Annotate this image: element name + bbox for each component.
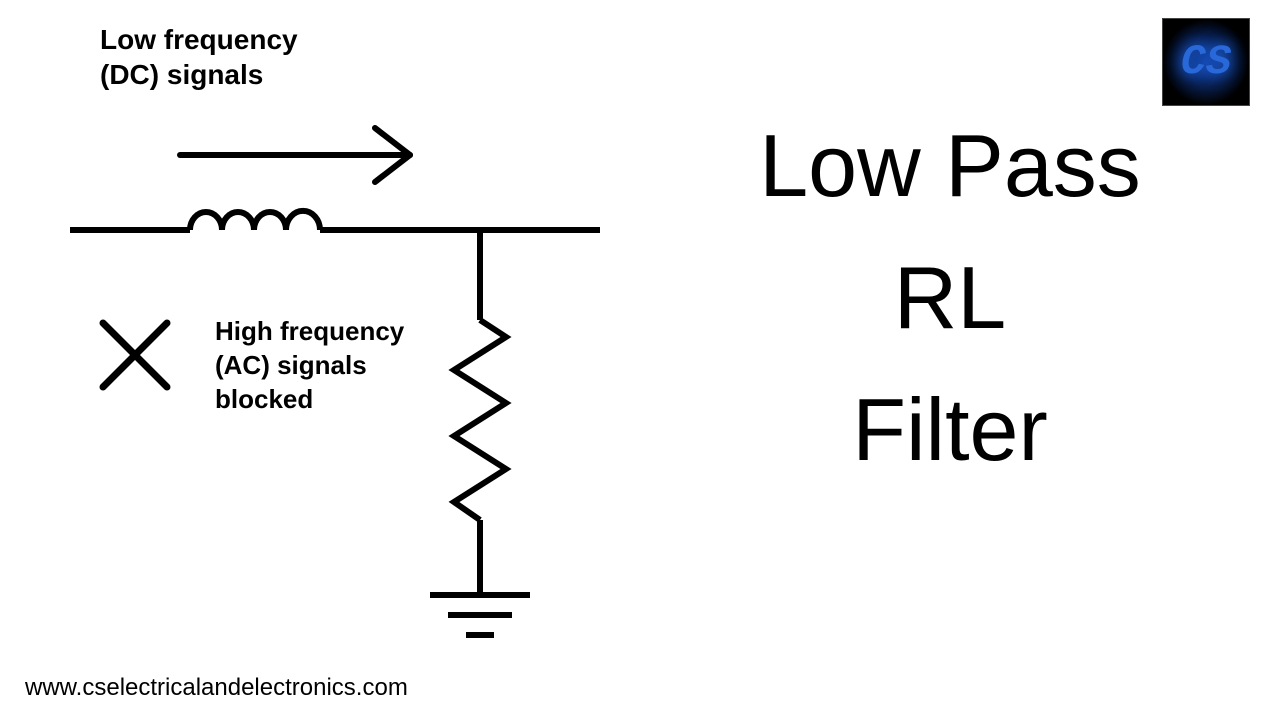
flow-arrow xyxy=(180,128,410,182)
high-freq-text-2: (AC) signals xyxy=(215,349,404,383)
blocked-cross-icon xyxy=(103,323,167,387)
high-frequency-label: High frequency (AC) signals blocked xyxy=(215,315,404,416)
high-freq-text-1: High frequency xyxy=(215,315,404,349)
low-freq-text-1: Low frequency xyxy=(100,22,298,57)
inductor-symbol xyxy=(190,211,320,230)
brand-logo-text: CS xyxy=(1163,19,1249,105)
brand-logo: CS xyxy=(1162,18,1250,106)
ground-symbol xyxy=(430,595,530,635)
resistor-symbol xyxy=(454,320,506,520)
low-freq-text-2: (DC) signals xyxy=(100,57,298,92)
title-line-3: Filter xyxy=(660,364,1240,496)
title-line-1: Low Pass xyxy=(660,100,1240,232)
low-frequency-label: Low frequency (DC) signals xyxy=(100,22,298,92)
title-line-2: RL xyxy=(660,232,1240,364)
circuit-diagram: Low frequency (DC) signals High frequenc… xyxy=(0,0,640,720)
high-freq-text-3: blocked xyxy=(215,383,404,417)
website-url: www.cselectricalandelectronics.com xyxy=(25,674,408,702)
page-title: Low Pass RL Filter xyxy=(660,100,1240,496)
